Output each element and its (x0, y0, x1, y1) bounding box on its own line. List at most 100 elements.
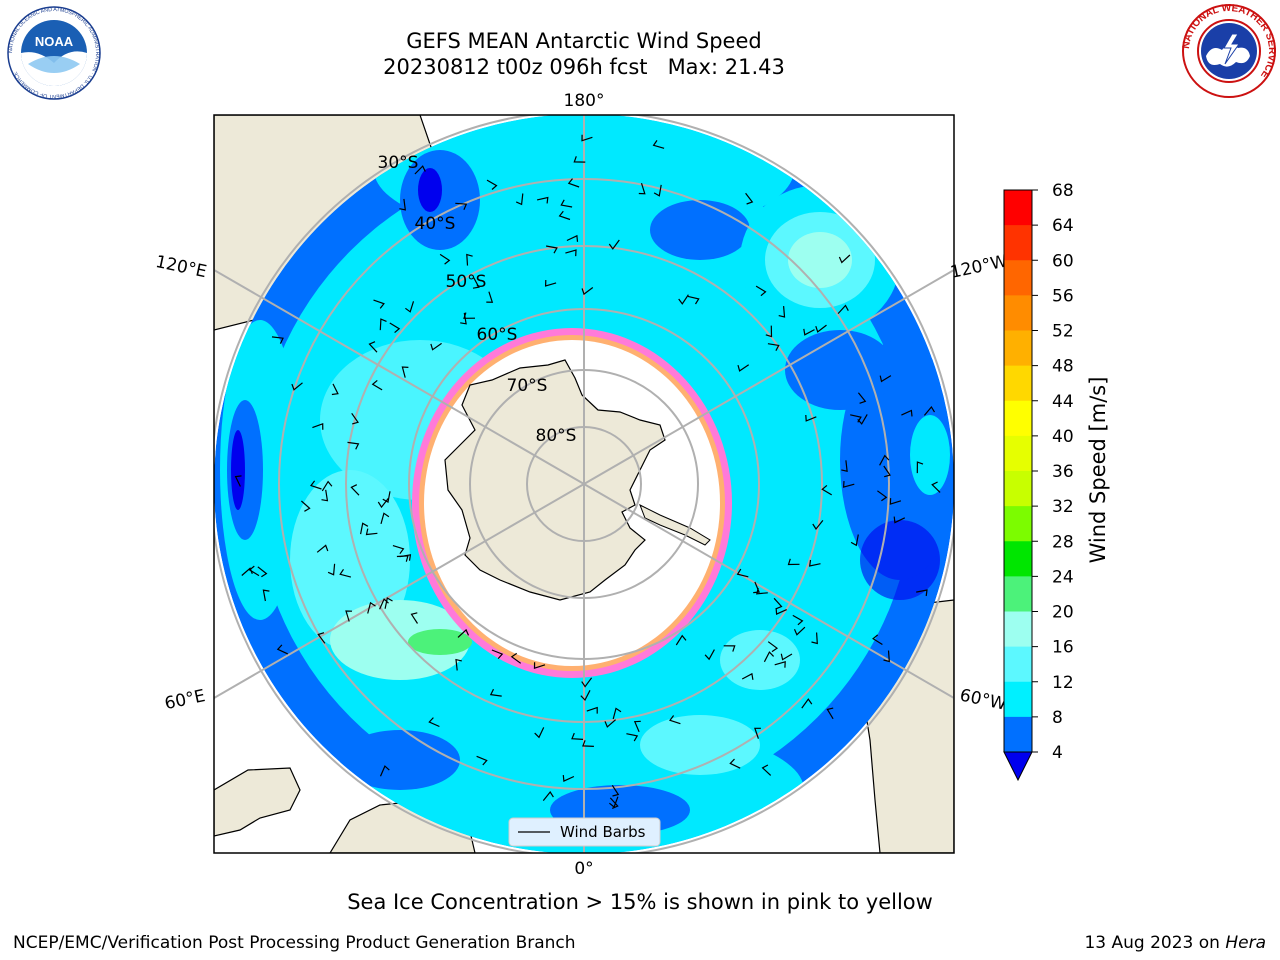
wind-barb (803, 328, 815, 336)
colorbar-tick-label: 68 (1052, 181, 1074, 201)
lon-label-180: 180° (564, 91, 605, 111)
wind-barb (893, 516, 906, 524)
wind-barb (486, 291, 494, 303)
wind-barb (472, 277, 480, 289)
colorbar-swatch (1004, 646, 1032, 683)
wind-barb (857, 392, 867, 404)
wind-barb (491, 649, 504, 659)
wind-barb (414, 165, 426, 175)
wind-barb (923, 405, 936, 416)
colorbar-swatch (1004, 190, 1032, 226)
wind-barb (455, 202, 468, 210)
legend-label: Wind Barbs (560, 823, 646, 841)
colorbar-swatch (1004, 400, 1032, 437)
wind-barb (877, 490, 888, 502)
colorbar-label: Wind Speed [m/s] (1086, 376, 1110, 564)
colorbar-tick-label: 20 (1052, 603, 1074, 623)
wind-barb (515, 193, 524, 206)
wind-barb (410, 612, 419, 624)
colorbar-tick-label: 60 (1052, 251, 1074, 271)
wind-barb (842, 481, 855, 488)
wind-barb (736, 568, 749, 578)
wind-barb (291, 382, 303, 391)
colorbar-tick-label: 56 (1052, 286, 1074, 306)
wind-barb (401, 366, 409, 378)
wind-barb (382, 491, 391, 504)
wind-barb (327, 563, 336, 576)
wind-barb (581, 287, 594, 296)
wind-barb (669, 715, 681, 725)
wind-barb (536, 196, 549, 204)
wind-barb (565, 249, 577, 257)
wind-barb (889, 498, 902, 505)
sea-ice-caption: Sea Ice Concentration > 15% is shown in … (347, 890, 933, 914)
wind-barb (729, 758, 741, 769)
graticule (214, 115, 954, 853)
wind-barb (704, 649, 715, 661)
wind-barb (767, 343, 780, 351)
lat-label-40s: 40°S (415, 214, 456, 234)
wind-barb (756, 587, 768, 595)
wind-barb (582, 740, 594, 747)
colorbar-tick-label: 24 (1052, 567, 1074, 587)
colorbar-swatch (1004, 225, 1032, 261)
wind-barb (638, 183, 646, 195)
wind-barb (755, 285, 767, 297)
wind-barb (675, 634, 687, 646)
wind-barb (317, 632, 326, 644)
wind-barb (612, 707, 622, 720)
wind-barb (368, 341, 378, 353)
wind-barb (544, 279, 557, 287)
wind-barb (765, 325, 773, 338)
colorbar-tick-label: 8 (1052, 708, 1063, 728)
wind-barb (399, 198, 407, 211)
colorbar-swatch (1004, 506, 1032, 542)
wind-barb (460, 312, 467, 325)
wind-barb (350, 484, 360, 496)
wind-barbs (234, 134, 941, 809)
noaa-logo-text: NOAA (35, 34, 74, 49)
wind-barb (371, 379, 383, 391)
noaa-logo: NOAA NATIONAL OCEANIC AND ATMOSPHERIC AD… (7, 6, 101, 100)
wind-barb (811, 632, 818, 645)
wind-barb (463, 312, 476, 319)
wind-barb (837, 304, 849, 315)
lon-label-60e: 60°E (163, 686, 207, 714)
wind-barb (787, 558, 800, 566)
wind-barb (347, 441, 360, 450)
wind-barb (879, 454, 890, 466)
wind-barb (723, 645, 736, 652)
wind-barb (271, 336, 284, 344)
wind-barb (872, 634, 883, 646)
map-subtitle: 20230812 t00z 096h fcst Max: 21.43 (383, 55, 785, 79)
wind-barb (380, 512, 390, 525)
wind-barb (455, 658, 462, 671)
wind-barb (542, 790, 554, 801)
wind-barb (838, 254, 851, 264)
colorbar-tick-label: 12 (1052, 673, 1074, 693)
wind-barb (916, 589, 928, 597)
wind-barb (745, 192, 754, 205)
lon-label-120e: 120°E (154, 252, 209, 282)
wind-barb (384, 597, 393, 609)
colorbar-tick-label: 4 (1052, 743, 1063, 763)
wind-barb (857, 414, 868, 425)
wind-barb (558, 210, 571, 221)
wind-barb (901, 409, 913, 417)
colorbar-swatch (1004, 611, 1032, 648)
lat-label-80s: 80°S (536, 426, 577, 446)
wind-barb (821, 484, 833, 496)
wind-barb (262, 589, 270, 602)
wind-barb (392, 545, 405, 555)
wind-barb (331, 383, 339, 396)
wind-barb (793, 626, 806, 636)
wind-barb (310, 480, 322, 490)
colorbar-tick-label: 32 (1052, 497, 1074, 517)
wind-barb (377, 498, 389, 509)
wind-barb (737, 364, 750, 372)
lat-label-60s: 60°S (477, 325, 518, 345)
wind-barb (257, 566, 268, 578)
wind-barb (841, 460, 848, 472)
wind-barb (510, 652, 522, 664)
